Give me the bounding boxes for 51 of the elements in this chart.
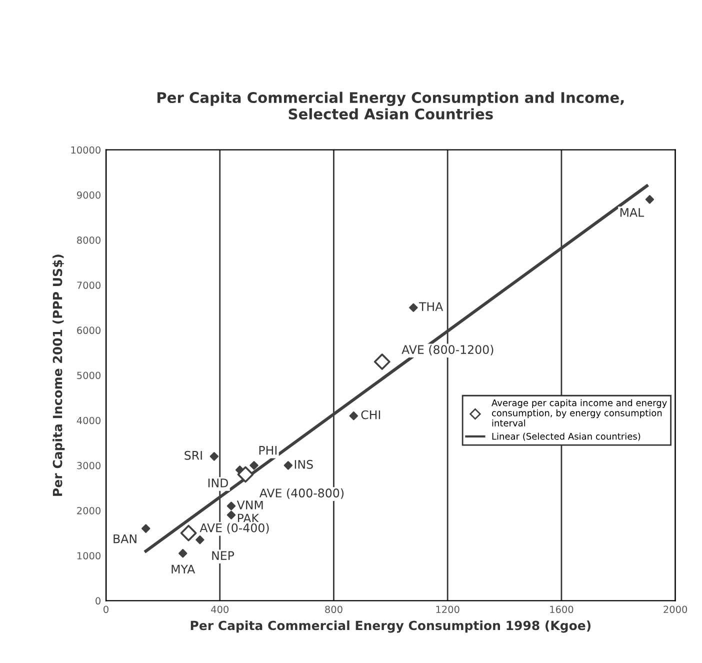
point — [349, 411, 358, 420]
x-tick-label: 1200 — [436, 606, 460, 614]
point — [178, 548, 188, 558]
annotation: SRI — [184, 450, 202, 460]
point — [180, 524, 197, 542]
y-tick-label: 9000 — [77, 191, 100, 199]
annotation: CHI — [361, 410, 380, 420]
point — [250, 461, 258, 470]
annotation: MAL — [620, 208, 644, 217]
y-tick-label: 0 — [96, 597, 100, 605]
x-axis-title: Per Capita Commercial Energy Consumption 1998 (Kgoe) — [190, 620, 591, 633]
x-tick-label: 0 — [104, 606, 108, 614]
y-tick-label: 7000 — [77, 282, 100, 289]
y-tick-label: 4000 — [76, 416, 100, 424]
y-tick-label: 8000 — [77, 236, 100, 244]
point — [226, 502, 236, 510]
point — [141, 524, 150, 533]
annotation: AVE (400-800) — [259, 488, 344, 499]
point — [196, 535, 204, 544]
x-tick-label: 1600 — [550, 606, 574, 614]
y-tick-label: 5000 — [77, 372, 100, 380]
legend-label: Average per capita income and energy consumption, by energy consumption interval — [492, 399, 667, 426]
y-tick-label: 2000 — [77, 506, 100, 514]
x-tick-label: 2000 — [664, 606, 688, 614]
y-tick-label: 10000 — [71, 146, 100, 154]
annotation: AVE (0-400) — [200, 523, 269, 534]
chart-title: Per Capita Commercial Energy Consumption and Income, Selected Asian Countries — [157, 92, 624, 120]
annotation: NEP — [212, 551, 234, 560]
point — [645, 195, 654, 204]
point — [409, 303, 418, 312]
x-tick-label: 400 — [211, 606, 228, 614]
annotation: VNM — [236, 500, 263, 510]
annotation: AVE (800-1200) — [402, 344, 494, 356]
y-tick-label: 1000 — [77, 552, 100, 560]
y-tick-label: 3000 — [77, 462, 100, 470]
annotation: INS — [294, 460, 313, 469]
point — [284, 461, 293, 470]
annotation: IND — [208, 478, 228, 488]
annotation: PHI — [259, 446, 277, 455]
point — [374, 354, 390, 370]
annotation: THA — [418, 302, 444, 311]
x-tick-label: 800 — [325, 606, 342, 614]
point — [210, 452, 219, 461]
annotation: PAK — [238, 514, 260, 522]
point — [237, 466, 254, 483]
legend-label: Linear (Selected Asian countries) — [492, 432, 640, 441]
y-tick-label: 6000 — [77, 326, 100, 334]
annotation: MYA — [172, 564, 196, 574]
point — [226, 510, 236, 520]
annotation: BAN — [114, 534, 136, 544]
y-axis-title: Per Capita Income 2001 (PPP US$) — [52, 254, 65, 496]
